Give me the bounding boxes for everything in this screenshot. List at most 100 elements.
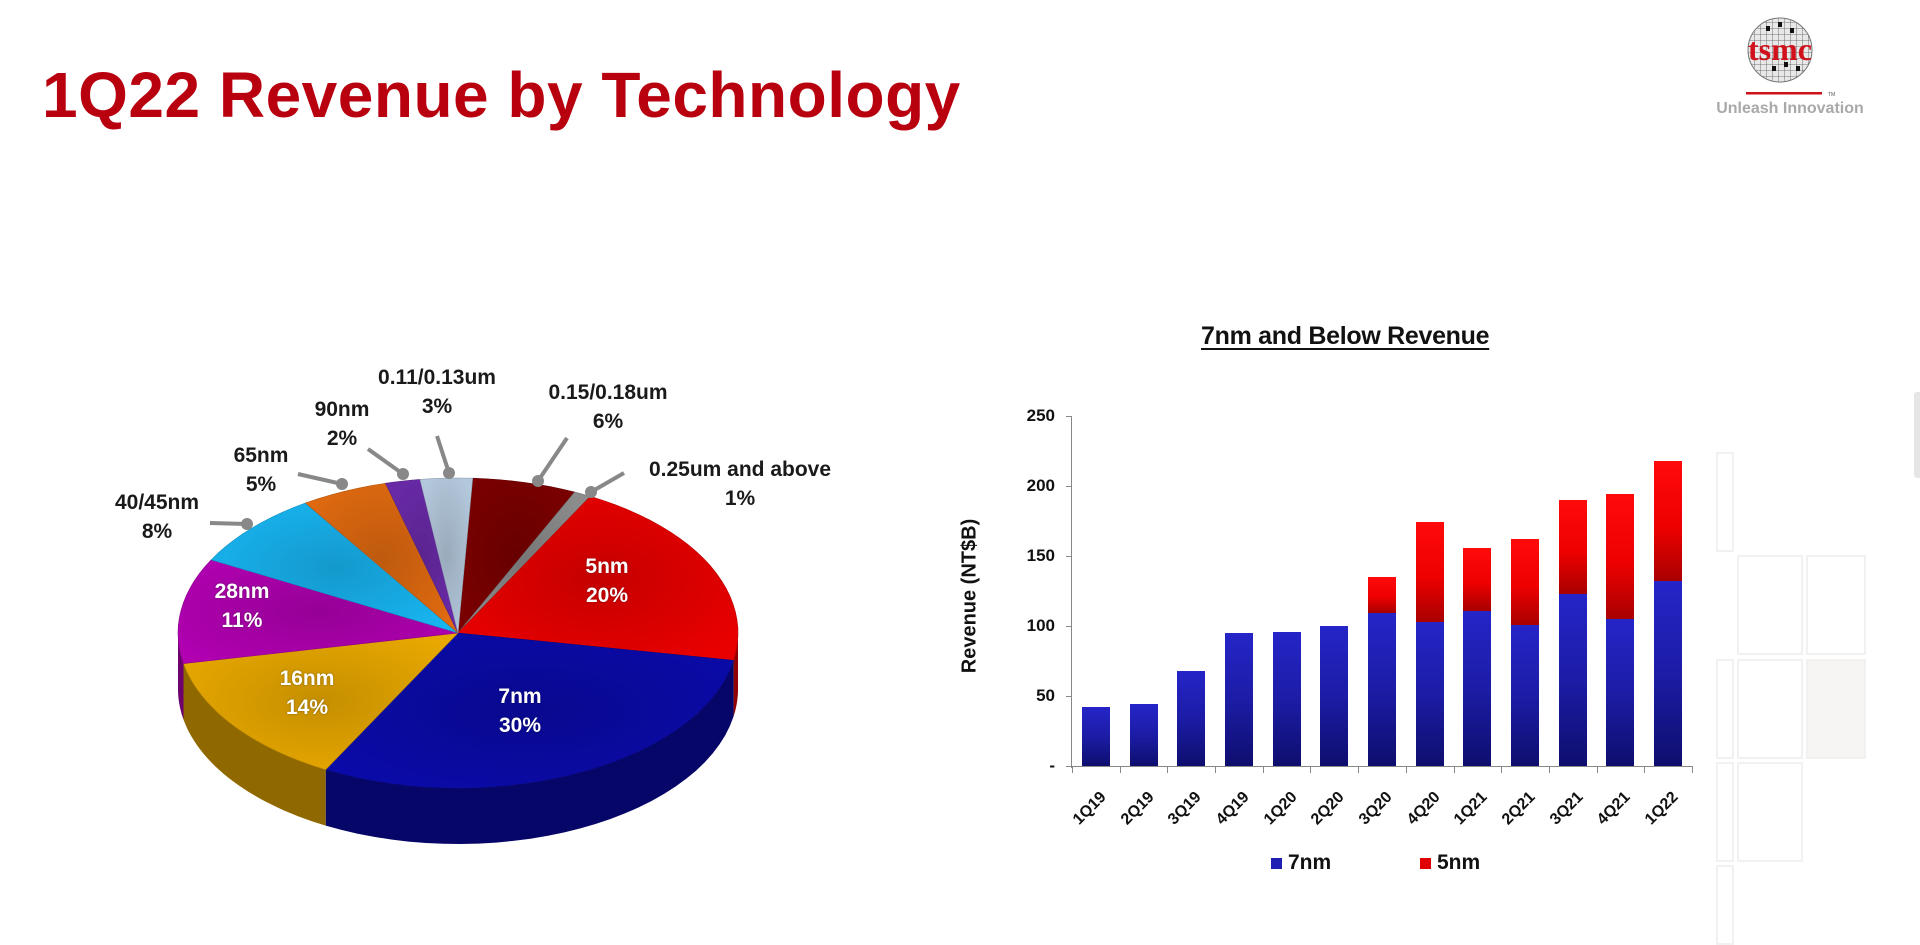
bar-1Q22 — [1654, 460, 1683, 766]
y-tick-label: 100 — [1026, 616, 1055, 635]
x-tick-mark — [1310, 767, 1312, 773]
bar-3Q20 — [1368, 577, 1396, 766]
bar-segment-5nm — [1654, 460, 1683, 582]
legend-swatch-7nm — [1271, 857, 1282, 869]
decor-square — [1716, 865, 1734, 945]
bar-segment-7nm — [1463, 610, 1492, 766]
x-tick-mark — [1119, 767, 1121, 773]
x-tick-label: 1Q19 — [1069, 788, 1110, 829]
legend-item-5nm: 5nm — [1420, 851, 1480, 875]
y-tick-label: - — [1049, 756, 1055, 775]
pie-slice-16nm — [183, 632, 459, 770]
x-tick-label: 3Q19 — [1165, 788, 1205, 829]
bar-segment-5nm — [1368, 577, 1396, 614]
pie-label-16nm: 16nm 14% — [279, 667, 335, 719]
x-tick-label: 4Q20 — [1403, 788, 1444, 829]
bar-segment-5nm — [1511, 539, 1540, 625]
decor-square — [1716, 762, 1734, 862]
pie-side-5nm — [733, 633, 738, 717]
y-tick-mark — [1066, 486, 1072, 487]
leader-dot — [336, 478, 348, 490]
bar-segment-7nm — [1415, 621, 1444, 766]
decor-square — [1737, 555, 1803, 655]
bar-segment-7nm — [1368, 613, 1396, 766]
x-tick-mark — [1453, 767, 1455, 773]
pie-slice-7nm — [325, 632, 735, 789]
bar-segment-7nm — [1129, 704, 1158, 766]
bar-segment-7nm — [1511, 624, 1540, 766]
bar-3Q21 — [1558, 500, 1587, 766]
pie-label-7nm: 7nm 30% — [498, 685, 542, 737]
bar-4Q19 — [1224, 633, 1253, 766]
leader-line — [590, 471, 625, 494]
bar-segment-5nm — [1463, 547, 1492, 611]
x-tick-mark — [1167, 767, 1169, 773]
leader-line — [366, 447, 405, 476]
logo-tagline: Unleash Innovation — [1716, 100, 1864, 117]
leader-dot — [397, 468, 409, 480]
bar-3Q19 — [1177, 670, 1206, 766]
bar-segment-7nm — [1654, 581, 1683, 766]
y-axis-line — [1071, 416, 1072, 768]
pie-slice-28nm — [177, 559, 459, 664]
x-tick-mark — [1596, 767, 1598, 773]
pie-side-16nm — [183, 663, 326, 826]
pie-chart: 0.15/0.18um 6% 0.25um and above 1% 5nm 20% … — [0, 0, 900, 939]
scroll-handle[interactable] — [1914, 392, 1920, 478]
pie-side-28nm — [178, 633, 184, 720]
x-tick-mark — [1692, 767, 1693, 773]
x-tick-label: 4Q19 — [1212, 788, 1253, 829]
x-tick-label: 2Q19 — [1117, 788, 1158, 829]
decor-square — [1737, 762, 1803, 862]
y-tick-mark — [1066, 626, 1072, 627]
leader-line — [209, 521, 248, 526]
decor-square — [1806, 659, 1866, 759]
tsmc-logo: tsmc TM — [1700, 10, 1880, 130]
legend-swatch-5nm — [1420, 857, 1431, 869]
pie-label-5nm: 5nm 20% — [585, 555, 629, 607]
bar-2Q21 — [1511, 539, 1540, 766]
x-tick-label: 4Q21 — [1594, 788, 1635, 829]
bar-segment-5nm — [1606, 494, 1635, 619]
bar-chart-title: 7nm and Below Revenue — [1201, 322, 1490, 350]
bar-4Q20 — [1415, 522, 1444, 766]
bar-1Q21 — [1463, 547, 1492, 766]
x-tick-mark — [1548, 767, 1550, 773]
wafer-logo-icon: tsmc TM — [1746, 17, 1835, 98]
x-tick-mark — [1072, 767, 1073, 773]
bar-segment-7nm — [1177, 670, 1206, 766]
bar-2Q20 — [1320, 626, 1349, 766]
x-tick-label: 1Q22 — [1642, 788, 1682, 829]
x-tick-label: 2Q20 — [1308, 788, 1348, 829]
legend-label: 7nm — [1288, 851, 1332, 874]
pie-label-0.11-0.13um: 0.11/0.13um 3% — [378, 366, 496, 418]
pie-label-28nm: 28nm 11% — [214, 580, 270, 632]
y-tick-mark — [1066, 416, 1072, 417]
legend-label: 5nm — [1437, 851, 1481, 874]
pie-side-7nm — [325, 660, 734, 844]
y-tick-label: 250 — [1026, 406, 1055, 425]
decor-square — [1806, 555, 1866, 655]
pie-slice-65nm — [304, 482, 459, 634]
pie-label-40-45nm: 40/45nm 8% — [114, 491, 200, 543]
pie-slice-5nm — [457, 496, 739, 661]
leader-dot — [532, 475, 544, 487]
decor-square — [1716, 452, 1734, 552]
bar-segment-7nm — [1224, 633, 1253, 766]
bar-1Q19 — [1081, 707, 1110, 766]
leader-line — [536, 436, 569, 483]
y-axis-label: Revenue (NT$B) — [958, 518, 981, 674]
bar-segment-5nm — [1415, 522, 1444, 622]
decor-square — [1716, 659, 1734, 759]
x-tick-mark — [1501, 767, 1503, 773]
pie-label-65nm: 65nm 5% — [233, 444, 289, 496]
pie-label-0.25um-above: 0.25um and above 1% — [648, 458, 832, 510]
bar-segment-7nm — [1320, 626, 1349, 766]
leader-dot — [443, 467, 455, 479]
x-tick-label: 1Q20 — [1260, 788, 1301, 829]
pie-slice-0.15/0.18um — [457, 477, 576, 634]
svg-text:TM: TM — [1828, 92, 1835, 98]
legend-item-7nm: 7nm — [1271, 851, 1331, 875]
x-tick-label: 3Q20 — [1355, 788, 1396, 829]
bar-segment-7nm — [1558, 593, 1587, 766]
